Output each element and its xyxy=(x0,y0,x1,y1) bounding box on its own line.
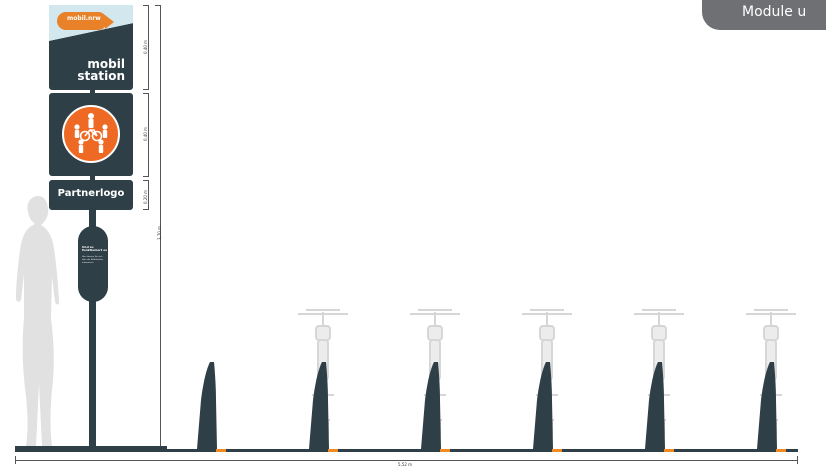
dim-tick xyxy=(155,5,161,6)
logo-text: mobil.nrw xyxy=(67,15,101,22)
rack-stand xyxy=(309,362,329,449)
dim-total-width-label: 5,52 m xyxy=(398,462,413,467)
rail-marker xyxy=(440,449,450,452)
dim-tick xyxy=(143,93,149,94)
bike-rack-rail xyxy=(167,449,798,452)
rail-marker xyxy=(776,449,786,452)
station-line-2: station xyxy=(77,69,125,83)
dim-total-height-line xyxy=(160,5,161,450)
info-column: Und so funktioniert es Hier können Sie s… xyxy=(78,226,108,302)
dim-mid-sign-line xyxy=(148,93,149,176)
station-line-1: mobil xyxy=(87,57,125,71)
dim-partner-line xyxy=(148,180,149,210)
dim-tick xyxy=(797,456,798,464)
rack-stand xyxy=(421,362,441,449)
rack-stand xyxy=(197,362,217,449)
dim-total-width-line xyxy=(15,460,798,461)
mobilstation-sign: mobil.nrw mobil station xyxy=(49,5,133,90)
rail-marker xyxy=(328,449,338,452)
pictogram-circle xyxy=(62,105,120,163)
people-bike-icon xyxy=(74,113,108,153)
info-headline: Und so funktioniert es xyxy=(82,245,108,252)
module-corner-label: Module u xyxy=(742,4,807,20)
dim-tick xyxy=(143,89,149,90)
logo-arrow-icon xyxy=(105,15,114,29)
dim-tick xyxy=(143,176,149,177)
info-body: Hier können Sie sich über die Mobilstati… xyxy=(82,256,104,264)
dim-tick xyxy=(143,209,149,210)
rail-marker xyxy=(552,449,562,452)
rack-stand xyxy=(757,362,777,449)
dim-tick xyxy=(143,5,149,6)
rack-stand xyxy=(533,362,553,449)
dim-tick xyxy=(15,456,16,464)
partner-logo-label: Partnerlogo xyxy=(57,188,125,199)
module-corner-tab: Module u xyxy=(702,0,826,30)
rack-stand xyxy=(645,362,665,449)
sign-pole xyxy=(89,210,96,450)
rail-marker xyxy=(216,449,226,452)
pole-base-plate xyxy=(15,446,167,452)
pole-connector-2 xyxy=(90,176,95,180)
pole-connector xyxy=(90,90,95,93)
mobil-nrw-logo: mobil.nrw xyxy=(57,12,107,30)
person-silhouette xyxy=(16,196,60,446)
dim-tick xyxy=(143,180,149,181)
rail-marker xyxy=(664,449,674,452)
partner-logo-sign: Partnerlogo xyxy=(49,180,133,210)
station-name: mobil station xyxy=(77,58,125,82)
mobility-pictogram-sign xyxy=(49,93,133,176)
dim-top-sign-line xyxy=(148,5,149,90)
